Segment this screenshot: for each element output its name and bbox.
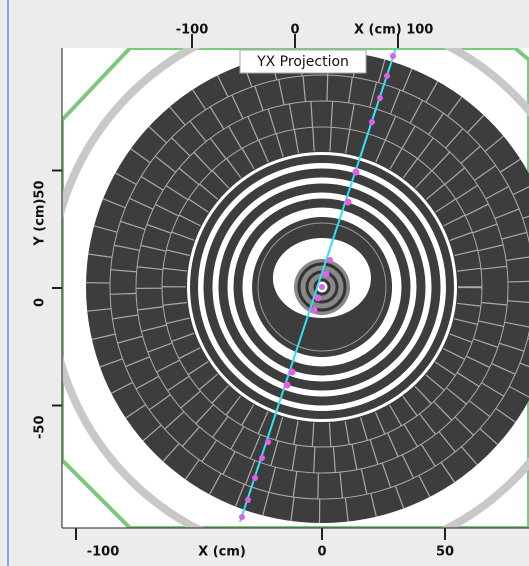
top-tick-label: X (cm) 100 [354, 23, 433, 38]
bottom-tick-label: 50 [436, 545, 454, 560]
hit [384, 73, 390, 79]
hit [265, 439, 271, 445]
hit [369, 119, 375, 125]
hit [239, 514, 245, 520]
hit [319, 284, 325, 290]
hit [377, 95, 383, 101]
hit [390, 53, 396, 59]
left-tick-label: Y (cm)50 [33, 181, 48, 247]
hit [327, 257, 333, 263]
top-tick-label: -100 [176, 23, 209, 38]
hit [245, 497, 251, 503]
hit [353, 169, 360, 176]
left-tick-label: -50 [33, 416, 48, 440]
hit [311, 307, 318, 314]
bottom-tick-label: 0 [317, 545, 326, 560]
hit [315, 295, 322, 302]
event-display: YX Projection X (cm) -100 0 X (cm) 100 Y (c… [0, 0, 529, 566]
hit [289, 369, 296, 376]
bottom-tick-label: -100 [87, 545, 120, 560]
hit [252, 475, 258, 481]
page: {"view": {"title": "YX Projection", "top… [0, 0, 529, 566]
left-tick-label: 0 [33, 298, 48, 307]
hit [259, 455, 265, 461]
top-tick-label: 0 [290, 23, 299, 38]
hit [284, 382, 291, 389]
view-title: YX Projection [256, 54, 349, 70]
hit [345, 199, 352, 206]
x-axis-title: X (cm) [198, 545, 246, 560]
hit [323, 271, 330, 278]
